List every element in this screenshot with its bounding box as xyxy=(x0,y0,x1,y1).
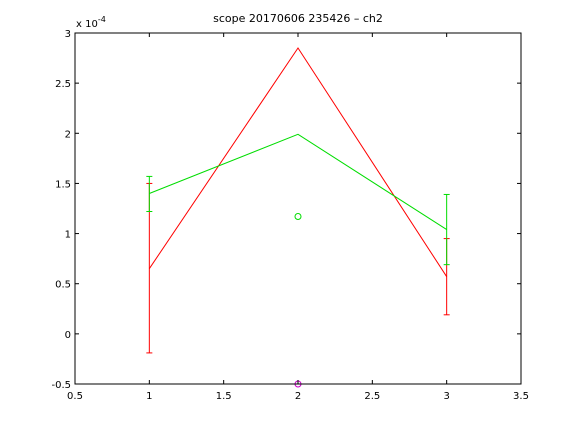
y-exponent-base: x 10 xyxy=(76,19,98,30)
x-tick-label: 1 xyxy=(146,391,152,402)
series-2-line xyxy=(149,133,447,231)
x-tick-label: 2 xyxy=(295,391,301,402)
plot-area xyxy=(146,47,450,388)
series-2-errorbar xyxy=(443,193,450,266)
x-tick-label: 3.5 xyxy=(513,391,529,402)
series-2-errorbar xyxy=(146,175,153,213)
series-1-line xyxy=(148,47,448,277)
axes-frame xyxy=(74,32,522,385)
x-tick-label: 0.5 xyxy=(67,391,83,402)
y-exponent-power: -4 xyxy=(98,15,106,24)
y-tick-label: 0 xyxy=(65,330,71,341)
y-tick-label: 1 xyxy=(65,230,71,241)
chart-title: scope 20170606 235426 – ch2 xyxy=(213,12,383,25)
svg-text:x 10-4: x 10-4 xyxy=(76,15,106,30)
marker-point-1 xyxy=(294,213,302,221)
x-tick-label: 1.5 xyxy=(216,391,232,402)
y-axis-exponent: x 10-4 xyxy=(76,15,106,30)
y-axis: -0.5 0 0.5 1 1.5 2 2.5 3 xyxy=(51,29,521,391)
y-tick-label: -0.5 xyxy=(51,380,71,391)
y-tick-label: 2 xyxy=(65,129,71,140)
y-tick-label: 3 xyxy=(65,29,71,40)
x-axis: 0.5 1 1.5 2 2.5 3 3.5 xyxy=(67,33,529,402)
x-tick-label: 3 xyxy=(443,391,449,402)
y-tick-label: 2.5 xyxy=(55,79,71,90)
y-tick-label: 0.5 xyxy=(55,280,71,291)
y-tick-label: 1.5 xyxy=(55,179,71,190)
x-tick-label: 2.5 xyxy=(364,391,380,402)
